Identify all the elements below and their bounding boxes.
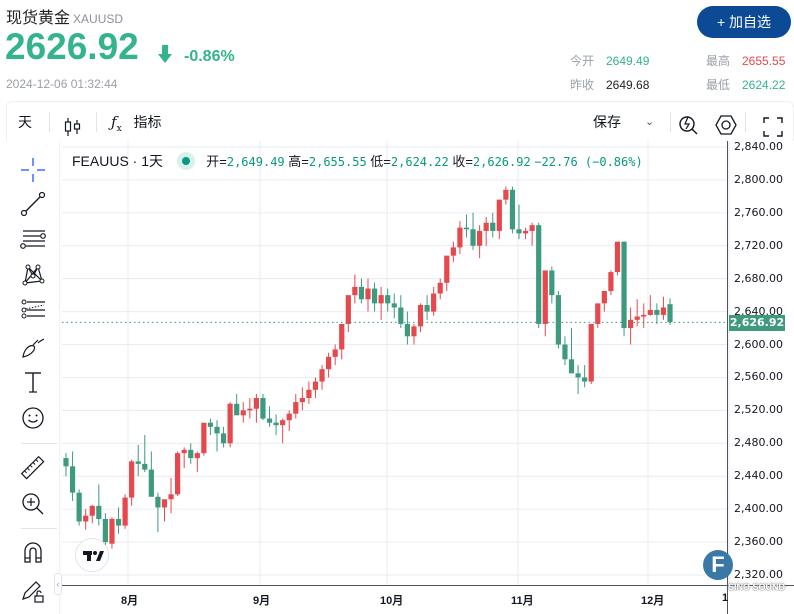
instrument-symbol: XAUUSD xyxy=(73,12,124,26)
brush-tool[interactable] xyxy=(18,331,48,361)
price-tick-label: 2,640.00 xyxy=(734,304,783,318)
f-badge-icon: F xyxy=(703,550,733,580)
time-tick-label: 10月 xyxy=(380,595,404,607)
fib-tool[interactable] xyxy=(18,295,48,325)
market-status-icon xyxy=(176,151,195,170)
price-tick-label: 2,760.00 xyxy=(734,205,783,219)
price-tick-label: 2,840.00 xyxy=(734,140,783,153)
arrow-down-icon xyxy=(158,45,172,63)
save-button[interactable]: 保存 xyxy=(593,114,621,130)
emoji-tool[interactable] xyxy=(18,403,48,433)
lightning-search-icon xyxy=(679,116,698,135)
stat-open: 今开 2649.49 xyxy=(570,54,650,68)
brush-icon xyxy=(22,338,45,358)
last-price-tag: 2,626.92 xyxy=(729,315,785,331)
ruler-tool[interactable] xyxy=(18,453,48,483)
chart-toolbar: 天 ƒx 指标 保存 ⌄ xyxy=(6,101,794,141)
legend-change: −22.76 (−0.86%) xyxy=(534,155,643,169)
text-tool[interactable] xyxy=(18,367,48,397)
settings-button[interactable] xyxy=(715,111,737,135)
ruler-icon xyxy=(20,455,45,480)
price-tick-label: 2,360.00 xyxy=(734,535,783,549)
time-tick-label: 1 xyxy=(722,592,729,604)
price-tick-label: 2,800.00 xyxy=(734,172,783,186)
stat-prev-close: 昨收 2649.68 xyxy=(570,78,650,92)
tool-divider xyxy=(21,443,57,444)
toolbar-divider xyxy=(745,112,746,132)
candlestick-chart[interactable] xyxy=(62,141,794,614)
settings-hexagon-icon xyxy=(715,115,737,135)
crosshair-tool[interactable] xyxy=(18,155,48,185)
zoom-in-icon xyxy=(22,493,44,515)
trendline-tool[interactable] xyxy=(18,189,48,219)
pattern-tool[interactable] xyxy=(18,259,48,289)
price-tick-label: 2,520.00 xyxy=(734,403,783,417)
price-tick-label: 2,560.00 xyxy=(734,370,783,384)
tool-divider xyxy=(21,528,57,529)
text-icon xyxy=(25,372,41,393)
pattern-icon xyxy=(22,264,45,286)
price-tick-label: 2,320.00 xyxy=(734,567,783,581)
horizontal-lines-icon xyxy=(20,230,46,249)
horizontal-lines-tool[interactable] xyxy=(18,225,48,255)
change-percent: -0.86% xyxy=(184,48,235,65)
price-tick-label: 2,440.00 xyxy=(734,469,783,483)
collapse-toolbar-handle[interactable]: ‹ xyxy=(54,573,62,595)
magnet-icon xyxy=(24,542,42,563)
chart-legend: FEAUUS · 1天 开=2,649.49 高=2,655.55 低=2,62… xyxy=(72,151,643,170)
lock-drawing-icon xyxy=(22,581,44,603)
tradingview-logo-icon[interactable] xyxy=(75,538,109,572)
price-tick-label: 2,600.00 xyxy=(734,337,783,351)
fullscreen-icon xyxy=(763,117,783,137)
price-tick-label: 2,680.00 xyxy=(734,271,783,285)
stat-high: 最高 2655.55 xyxy=(706,54,786,68)
quote-header: 现货黄金 XAUUSD 2626.92 -0.86% 2024-12-06 01:… xyxy=(0,0,794,100)
emoji-icon xyxy=(22,407,44,429)
stat-low: 最低 2624.22 xyxy=(706,78,786,92)
fx-icon: ƒx xyxy=(111,113,122,134)
quote-timestamp: 2024-12-06 01:32:44 xyxy=(6,77,118,91)
time-tick-label: 12月 xyxy=(641,595,665,607)
instrument-title: 现货黄金 XAUUSD xyxy=(6,4,123,28)
last-price: 2626.92 xyxy=(5,26,139,67)
legend-close: 2,626.92 xyxy=(472,155,531,169)
time-tick-label: 9月 xyxy=(253,595,271,607)
legend-open: 2,649.49 xyxy=(226,155,285,169)
time-tick-label: 8月 xyxy=(121,595,139,607)
save-dropdown-button[interactable]: ⌄ xyxy=(645,102,654,142)
toolbar-divider xyxy=(49,112,50,132)
price-tick-label: 2,400.00 xyxy=(734,502,783,516)
drawing-toolbar xyxy=(6,141,60,614)
fib-icon xyxy=(21,299,45,319)
lock-drawing-tool[interactable] xyxy=(18,575,48,605)
indicators-button[interactable]: ƒx 指标 xyxy=(111,113,162,134)
price-tick-label: 2,720.00 xyxy=(734,238,783,252)
instrument-name: 现货黄金 xyxy=(6,10,71,27)
time-tick-label: 11月 xyxy=(511,595,534,607)
toolbar-divider xyxy=(96,112,97,132)
chevron-down-icon: ⌄ xyxy=(645,116,655,128)
magnet-tool[interactable] xyxy=(18,537,48,567)
fullscreen-button[interactable] xyxy=(763,112,783,137)
legend-symbol: FEAUUS · 1天 xyxy=(72,153,164,169)
legend-low: 2,624.22 xyxy=(390,155,449,169)
toolbar-divider xyxy=(670,112,671,132)
crosshair-icon xyxy=(21,158,45,182)
quick-search-button[interactable] xyxy=(677,111,699,135)
candlestick-icon xyxy=(64,118,81,136)
add-to-watchlist-button[interactable]: + 加自选 xyxy=(697,6,791,38)
price-tick-label: 2,480.00 xyxy=(734,436,783,450)
trendline-icon xyxy=(20,191,46,217)
interval-button[interactable]: 天 xyxy=(18,114,32,130)
sino-sound-watermark: SINO SOUND xyxy=(728,582,786,592)
chart-type-button[interactable] xyxy=(63,112,83,136)
zoom-in-tool[interactable] xyxy=(18,489,48,519)
legend-high: 2,655.55 xyxy=(308,155,367,169)
